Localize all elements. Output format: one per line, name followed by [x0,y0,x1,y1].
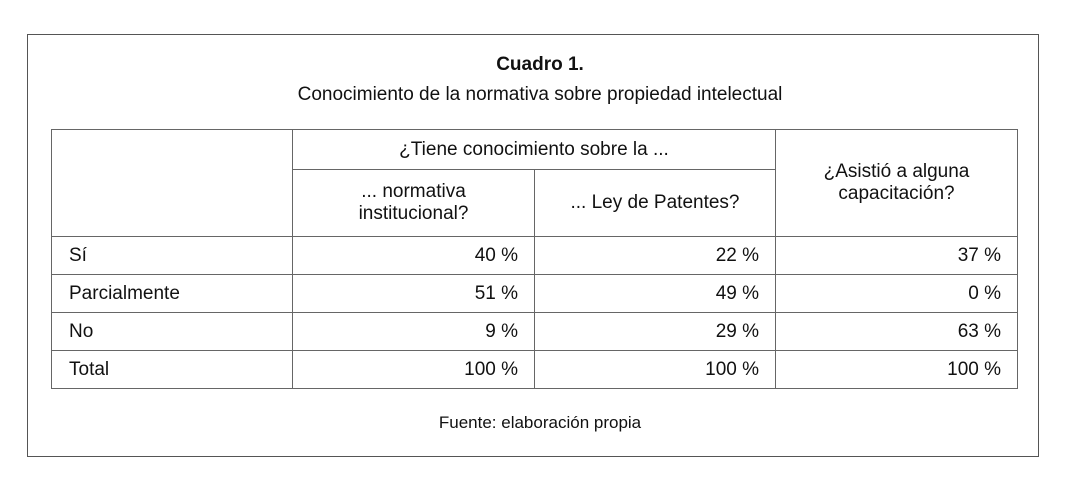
header-group-knowledge: ¿Tiene conocimiento sobre la ... [292,129,776,170]
cell-value: 40 % [292,236,535,275]
table-row-total: Total 100 % 100 % 100 % [51,350,1018,389]
table-header-row: ¿Tiene conocimiento sobre la ... ¿Asisti… [51,129,1018,237]
data-table: ¿Tiene conocimiento sobre la ... ¿Asisti… [51,129,1018,389]
row-label: No [51,312,293,351]
header-patent-law: ... Ley de Patentes? [534,169,776,237]
cell-value: 100 % [534,350,776,389]
cell-value: 0 % [775,274,1018,313]
cell-value: 37 % [775,236,1018,275]
table-caption-title: Cuadro 1. [496,54,584,75]
cell-value: 63 % [775,312,1018,351]
header-institutional-norms: ... normativa institucional? [292,169,535,237]
header-corner-cell [51,129,293,237]
table-frame [27,34,1039,457]
table-row: No 9 % 29 % 63 % [51,312,1018,351]
cell-value: 100 % [775,350,1018,389]
cell-value: 29 % [534,312,776,351]
table-caption-subtitle: Conocimiento de la normativa sobre propi… [297,84,783,105]
table-row: Parcialmente 51 % 49 % 0 % [51,274,1018,313]
table-source-note: Fuente: elaboración propia [438,413,642,432]
table-row: Sí 40 % 22 % 37 % [51,236,1018,275]
cell-value: 22 % [534,236,776,275]
cell-value: 49 % [534,274,776,313]
table-subheader-row: ... normativa institucional? ... Ley de … [52,169,1018,237]
row-label: Sí [51,236,293,275]
header-training: ¿Asistió a alguna capacitación? [775,129,1018,237]
row-label: Total [51,350,293,389]
cell-value: 100 % [292,350,535,389]
cell-value: 51 % [292,274,535,313]
row-label: Parcialmente [51,274,293,313]
cell-value: 9 % [292,312,535,351]
